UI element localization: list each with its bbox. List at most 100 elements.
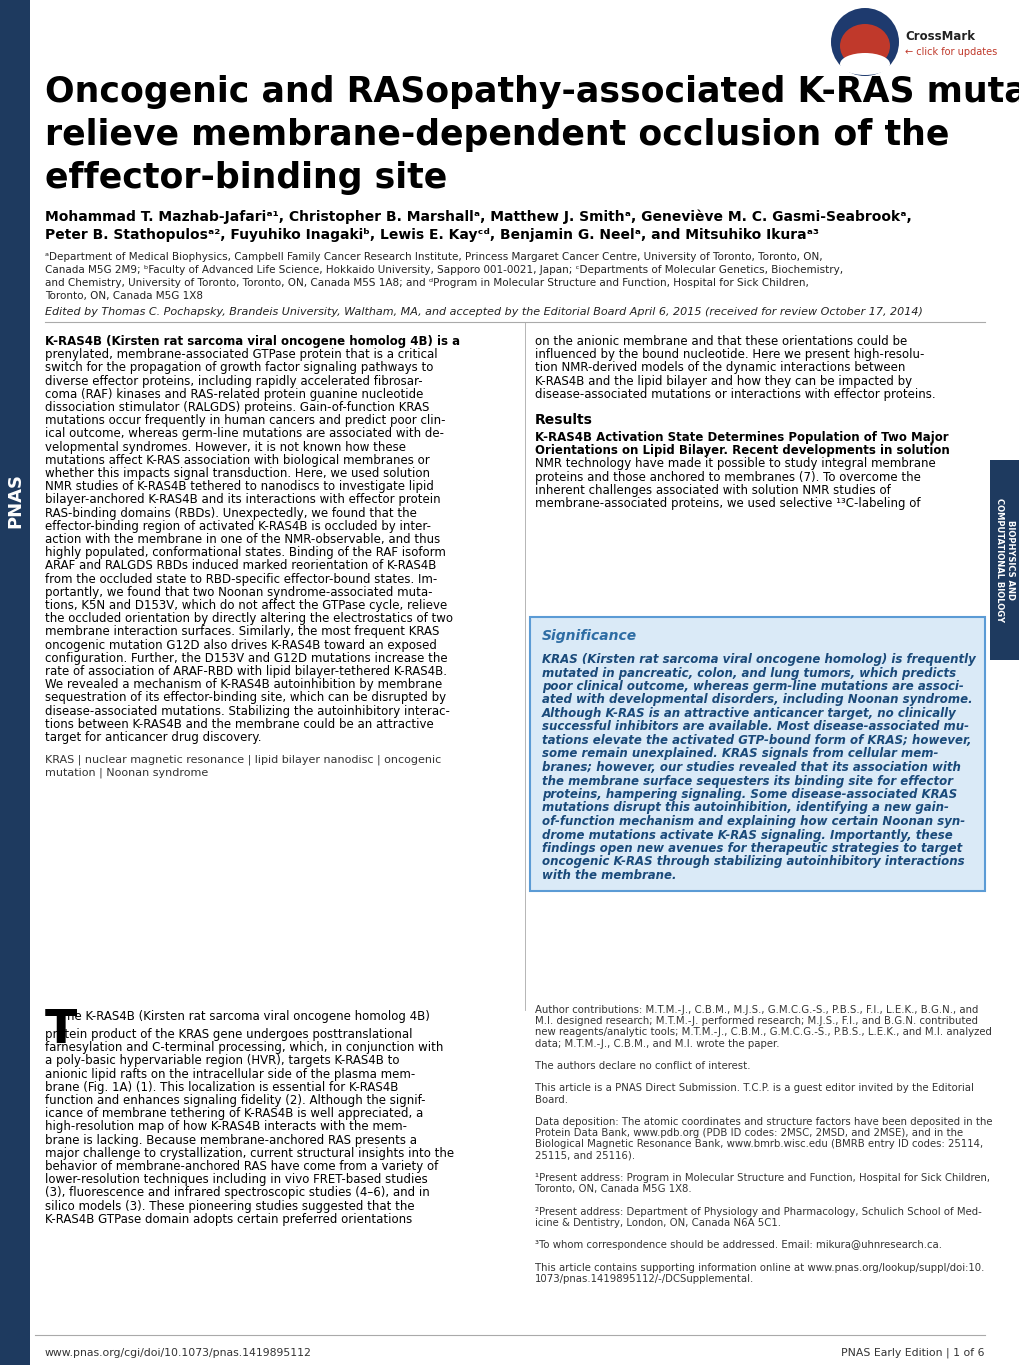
- Text: switch for the propagation of growth factor signaling pathways to: switch for the propagation of growth fac…: [45, 362, 433, 374]
- Text: relieve membrane-dependent occlusion of the: relieve membrane-dependent occlusion of …: [45, 117, 949, 152]
- Text: influenced by the bound nucleotide. Here we present high-resolu-: influenced by the bound nucleotide. Here…: [535, 348, 923, 362]
- Text: high-resolution map of how K-RAS4B interacts with the mem-: high-resolution map of how K-RAS4B inter…: [45, 1121, 407, 1133]
- Text: Edited by Thomas C. Pochapsky, Brandeis University, Waltham, MA, and accepted by: Edited by Thomas C. Pochapsky, Brandeis …: [45, 307, 922, 317]
- Text: K-RAS4B Activation State Determines Population of Two Major: K-RAS4B Activation State Determines Popu…: [535, 431, 948, 444]
- Text: NMR technology have made it possible to study integral membrane: NMR technology have made it possible to …: [535, 457, 934, 471]
- Text: Data deposition: The atomic coordinates and structure factors have been deposite: Data deposition: The atomic coordinates …: [535, 1117, 991, 1127]
- Text: tion NMR-derived models of the dynamic interactions between: tion NMR-derived models of the dynamic i…: [535, 362, 905, 374]
- Text: Author contributions: M.T.M.-J., C.B.M., M.J.S., G.M.C.G.-S., P.B.S., F.I., L.E.: Author contributions: M.T.M.-J., C.B.M.,…: [535, 1005, 977, 1016]
- Text: 1073/pnas.1419895112/-/DCSupplemental.: 1073/pnas.1419895112/-/DCSupplemental.: [535, 1274, 753, 1284]
- Text: Toronto, ON, Canada M5G 1X8: Toronto, ON, Canada M5G 1X8: [45, 291, 203, 302]
- Text: We revealed a mechanism of K-RAS4B autoinhibition by membrane: We revealed a mechanism of K-RAS4B autoi…: [45, 678, 442, 691]
- Text: ical outcome, whereas germ-line mutations are associated with de-: ical outcome, whereas germ-line mutation…: [45, 427, 443, 441]
- Text: tions between K-RAS4B and the membrane could be an attractive: tions between K-RAS4B and the membrane c…: [45, 718, 433, 730]
- Text: K-RAS4B GTPase domain adopts certain preferred orientations: K-RAS4B GTPase domain adopts certain pre…: [45, 1212, 412, 1226]
- Text: 25115, and 25116).: 25115, and 25116).: [535, 1151, 635, 1160]
- Text: branes; however, our studies revealed that its association with: branes; however, our studies revealed th…: [541, 762, 960, 774]
- Text: oncogenic mutation G12D also drives K-RAS4B toward an exposed: oncogenic mutation G12D also drives K-RA…: [45, 639, 436, 651]
- Text: RAS-binding domains (RBDs). Unexpectedly, we found that the: RAS-binding domains (RBDs). Unexpectedly…: [45, 506, 417, 520]
- Text: with the membrane.: with the membrane.: [541, 870, 676, 882]
- Text: K-RAS4B and the lipid bilayer and how they can be impacted by: K-RAS4B and the lipid bilayer and how th…: [535, 374, 911, 388]
- Text: coma (RAF) kinases and RAS-related protein guanine nucleotide: coma (RAF) kinases and RAS-related prote…: [45, 388, 423, 401]
- Text: whether this impacts signal transduction. Here, we used solution: whether this impacts signal transduction…: [45, 467, 430, 480]
- Text: Results: Results: [535, 414, 592, 427]
- Text: CrossMark: CrossMark: [904, 30, 974, 42]
- Text: new reagents/analytic tools; M.T.M.-J., C.B.M., G.M.C.G.-S., P.B.S., L.E.K., and: new reagents/analytic tools; M.T.M.-J., …: [535, 1028, 990, 1037]
- Text: tions, K5N and D153V, which do not affect the GTPase cycle, relieve: tions, K5N and D153V, which do not affec…: [45, 599, 446, 612]
- Text: www.pnas.org/cgi/doi/10.1073/pnas.1419895112: www.pnas.org/cgi/doi/10.1073/pnas.141989…: [45, 1349, 312, 1358]
- Text: brane (Fig. 1A) (1). This localization is essential for K-RAS4B: brane (Fig. 1A) (1). This localization i…: [45, 1081, 398, 1093]
- Ellipse shape: [830, 8, 898, 76]
- Text: ← click for updates: ← click for updates: [904, 46, 997, 57]
- Text: T: T: [45, 1007, 77, 1052]
- Text: inherent challenges associated with solution NMR studies of: inherent challenges associated with solu…: [535, 483, 890, 497]
- Text: a poly-basic hypervariable region (HVR), targets K-RAS4B to: a poly-basic hypervariable region (HVR),…: [45, 1054, 399, 1067]
- Text: of-function mechanism and explaining how certain Noonan syn-: of-function mechanism and explaining how…: [541, 815, 964, 829]
- Ellipse shape: [840, 25, 890, 68]
- Text: poor clinical outcome, whereas germ-line mutations are associ-: poor clinical outcome, whereas germ-line…: [541, 680, 963, 693]
- Text: ²Present address: Department of Physiology and Pharmacology, Schulich School of : ²Present address: Department of Physiolo…: [535, 1207, 981, 1216]
- Text: This article contains supporting information online at www.pnas.org/lookup/suppl: This article contains supporting informa…: [535, 1263, 983, 1272]
- Text: the occluded orientation by directly altering the electrostatics of two: the occluded orientation by directly alt…: [45, 612, 452, 625]
- Text: Oncogenic and RASopathy-associated K-RAS mutations: Oncogenic and RASopathy-associated K-RAS…: [45, 75, 1019, 109]
- Text: rate of association of ARAF-RBD with lipid bilayer-tethered K-RAS4B.: rate of association of ARAF-RBD with lip…: [45, 665, 446, 678]
- Text: Biological Magnetic Resonance Bank, www.bmrb.wisc.edu (BMRB entry ID codes: 2511: Biological Magnetic Resonance Bank, www.…: [535, 1140, 982, 1149]
- Text: action with the membrane in one of the NMR-observable, and thus: action with the membrane in one of the N…: [45, 532, 440, 546]
- Text: BIOPHYSICS AND
COMPUTATIONAL BIOLOGY: BIOPHYSICS AND COMPUTATIONAL BIOLOGY: [994, 498, 1014, 622]
- Text: M.I. designed research; M.T.M.-J. performed research; M.J.S., F.I., and B.G.N. c: M.I. designed research; M.T.M.-J. perfor…: [535, 1016, 977, 1026]
- Text: Peter B. Stathopulosᵃ², Fuyuhiko Inagakiᵇ, Lewis E. Kayᶜᵈ, Benjamin G. Neelᵃ, an: Peter B. Stathopulosᵃ², Fuyuhiko Inagaki…: [45, 228, 818, 242]
- Text: (3), fluorescence and infrared spectroscopic studies (4–6), and in: (3), fluorescence and infrared spectrosc…: [45, 1186, 429, 1200]
- Text: target for anticancer drug discovery.: target for anticancer drug discovery.: [45, 732, 261, 744]
- Text: brane is lacking. Because membrane-anchored RAS presents a: brane is lacking. Because membrane-ancho…: [45, 1133, 417, 1147]
- Ellipse shape: [840, 53, 890, 75]
- Text: drome mutations activate K-RAS signaling. Importantly, these: drome mutations activate K-RAS signaling…: [541, 829, 952, 841]
- Text: ¹Present address: Program in Molecular Structure and Function, Hospital for Sick: ¹Present address: Program in Molecular S…: [535, 1173, 989, 1183]
- Text: ³To whom correspondence should be addressed. Email: mikura@uhnresearch.ca.: ³To whom correspondence should be addres…: [535, 1241, 942, 1250]
- Text: tations elevate the activated GTP-bound form of KRAS; however,: tations elevate the activated GTP-bound …: [541, 734, 970, 747]
- Text: protein product of the KRAS gene undergoes posttranslational: protein product of the KRAS gene undergo…: [45, 1028, 412, 1041]
- Text: from the occluded state to RBD-specific effector-bound states. Im-: from the occluded state to RBD-specific …: [45, 572, 437, 586]
- Text: farnesylation and C-terminal processing, which, in conjunction with: farnesylation and C-terminal processing,…: [45, 1041, 443, 1054]
- Text: findings open new avenues for therapeutic strategies to target: findings open new avenues for therapeuti…: [541, 842, 961, 854]
- Text: Significance: Significance: [541, 629, 637, 643]
- Bar: [0, 0, 30, 1365]
- Text: diverse effector proteins, including rapidly accelerated fibrosar-: diverse effector proteins, including rap…: [45, 374, 422, 388]
- Text: KRAS (Kirsten rat sarcoma viral oncogene homolog) is frequently: KRAS (Kirsten rat sarcoma viral oncogene…: [541, 652, 975, 666]
- Text: This article is a PNAS Direct Submission. T.C.P. is a guest editor invited by th: This article is a PNAS Direct Submission…: [535, 1084, 973, 1093]
- Text: lower-resolution techniques including in vivo FRET-based studies: lower-resolution techniques including in…: [45, 1173, 427, 1186]
- Text: oncogenic K-RAS through stabilizing autoinhibitory interactions: oncogenic K-RAS through stabilizing auto…: [541, 856, 964, 868]
- Text: mutations occur frequently in human cancers and predict poor clin-: mutations occur frequently in human canc…: [45, 414, 445, 427]
- Text: portantly, we found that two Noonan syndrome-associated muta-: portantly, we found that two Noonan synd…: [45, 586, 432, 599]
- Text: configuration. Further, the D153V and G12D mutations increase the: configuration. Further, the D153V and G1…: [45, 652, 447, 665]
- Text: proteins, hampering signaling. Some disease-associated KRAS: proteins, hampering signaling. Some dise…: [541, 788, 956, 801]
- Text: sequestration of its effector-binding site, which can be disrupted by: sequestration of its effector-binding si…: [45, 692, 445, 704]
- Text: disease-associated mutations or interactions with effector proteins.: disease-associated mutations or interact…: [535, 388, 934, 401]
- Text: membrane-associated proteins, we used selective ¹³C-labeling of: membrane-associated proteins, we used se…: [535, 497, 919, 511]
- Text: major challenge to crystallization, current structural insights into the: major challenge to crystallization, curr…: [45, 1147, 453, 1160]
- Text: mutations affect K-RAS association with biological membranes or: mutations affect K-RAS association with …: [45, 453, 429, 467]
- Text: Mohammad T. Mazhab-Jafariᵃ¹, Christopher B. Marshallᵃ, Matthew J. Smithᵃ, Genevi: Mohammad T. Mazhab-Jafariᵃ¹, Christopher…: [45, 210, 911, 224]
- Text: successful inhibitors are available. Most disease-associated mu-: successful inhibitors are available. Mos…: [541, 721, 968, 733]
- Text: mutated in pancreatic, colon, and lung tumors, which predicts: mutated in pancreatic, colon, and lung t…: [541, 666, 955, 680]
- Text: data; M.T.M.-J., C.B.M., and M.I. wrote the paper.: data; M.T.M.-J., C.B.M., and M.I. wrote …: [535, 1039, 779, 1048]
- Text: membrane interaction surfaces. Similarly, the most frequent KRAS: membrane interaction surfaces. Similarly…: [45, 625, 439, 639]
- Text: Board.: Board.: [535, 1095, 568, 1104]
- Text: K-RAS4B (Kirsten rat sarcoma viral oncogene homolog 4B) is a: K-RAS4B (Kirsten rat sarcoma viral oncog…: [45, 334, 460, 348]
- Text: ARAF and RALGDS RBDs induced marked reorientation of K-RAS4B: ARAF and RALGDS RBDs induced marked reor…: [45, 560, 436, 572]
- Text: bilayer-anchored K-RAS4B and its interactions with effector protein: bilayer-anchored K-RAS4B and its interac…: [45, 493, 440, 506]
- Text: disease-associated mutations. Stabilizing the autoinhibitory interac-: disease-associated mutations. Stabilizin…: [45, 704, 449, 718]
- Text: some remain unexplained. KRAS signals from cellular mem-: some remain unexplained. KRAS signals fr…: [541, 748, 937, 760]
- Text: KRAS | nuclear magnetic resonance | lipid bilayer nanodisc | oncogenic: KRAS | nuclear magnetic resonance | lipi…: [45, 755, 441, 764]
- Text: function and enhances signaling fidelity (2). Although the signif-: function and enhances signaling fidelity…: [45, 1093, 425, 1107]
- Text: on the anionic membrane and that these orientations could be: on the anionic membrane and that these o…: [535, 334, 906, 348]
- Text: the membrane surface sequesters its binding site for effector: the membrane surface sequesters its bind…: [541, 774, 952, 788]
- Text: Although K-RAS is an attractive anticancer target, no clinically: Although K-RAS is an attractive anticanc…: [541, 707, 956, 719]
- Text: effector-binding site: effector-binding site: [45, 161, 446, 195]
- Text: Toronto, ON, Canada M5G 1X8.: Toronto, ON, Canada M5G 1X8.: [535, 1185, 691, 1194]
- Text: icine & Dentistry, London, ON, Canada N6A 5C1.: icine & Dentistry, London, ON, Canada N6…: [535, 1218, 781, 1227]
- Text: anionic lipid rafts on the intracellular side of the plasma mem-: anionic lipid rafts on the intracellular…: [45, 1067, 415, 1081]
- FancyBboxPatch shape: [530, 617, 984, 890]
- Text: mutation | Noonan syndrome: mutation | Noonan syndrome: [45, 767, 208, 778]
- Text: silico models (3). These pioneering studies suggested that the: silico models (3). These pioneering stud…: [45, 1200, 414, 1212]
- Text: ᵃDepartment of Medical Biophysics, Campbell Family Cancer Research Institute, Pr: ᵃDepartment of Medical Biophysics, Campb…: [45, 253, 821, 262]
